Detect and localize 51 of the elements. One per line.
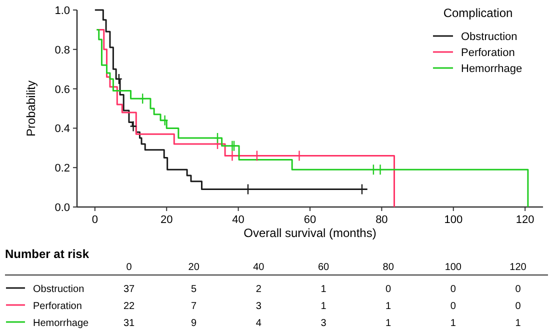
data-label: 0 [386,284,392,295]
data-label: 22 [123,301,135,312]
data-label: 0 [515,301,522,312]
data-label: 37 [123,284,135,295]
data-label: 5 [191,284,198,295]
y-tick-label: 0.0 [54,202,70,214]
x-tick-label: 0 [126,262,132,273]
legend-label: Hemorrhage [461,63,522,75]
x-tick-label: 80 [376,214,388,226]
legend-label: Obstruction [461,31,518,43]
data-label: 4 [256,318,262,329]
x-tick-label: 20 [188,262,200,273]
data-label: 1 [320,284,327,295]
y-tick-label: 0.6 [54,84,70,96]
y-tick-label: Obstruction [33,284,84,295]
data-label: 1 [386,318,392,329]
x-tick-label: 40 [232,214,244,226]
legend-label: Perforation [461,47,515,59]
x-tick-label: 60 [318,262,330,273]
x-tick-label: 120 [510,262,527,273]
x-tick-label: 100 [444,262,462,273]
data-label: 1 [320,301,327,312]
data-label: 0 [450,284,456,295]
data-label: 0 [450,301,456,312]
x-tick-label: 0 [92,214,98,226]
x-tick-label: 100 [444,214,463,226]
x-tick-label: 120 [516,214,534,226]
y-tick-label: Perforation [33,301,82,312]
x-tick-label: 20 [160,214,173,226]
y-tick-label: Hemorrhage [33,318,90,329]
y-tick-label: 0.8 [54,44,70,56]
data-label: 2 [256,284,262,295]
chart-title: Number at risk [5,247,90,261]
x-tick-label: 40 [253,262,265,273]
x-tick-label: 80 [382,262,394,273]
y-tick-label: 0.2 [54,162,70,175]
data-label: 3 [256,301,262,312]
y-tick-label: 0.4 [54,123,70,136]
data-label: 1 [386,301,392,312]
data-label: 0 [515,284,522,295]
x-axis-title: Overall survival (months) [244,226,376,240]
data-label: 3 [320,318,327,329]
data-label: 31 [123,318,135,329]
data-label: 1 [450,318,456,329]
data-label: 7 [191,301,198,312]
data-label: 9 [191,318,198,329]
legend-title: Complication [443,6,513,20]
y-axis-title: Probability [24,80,38,137]
y-tick-label: 1.0 [54,5,70,17]
x-tick-label: 60 [304,214,316,226]
data-label: 1 [515,318,522,329]
